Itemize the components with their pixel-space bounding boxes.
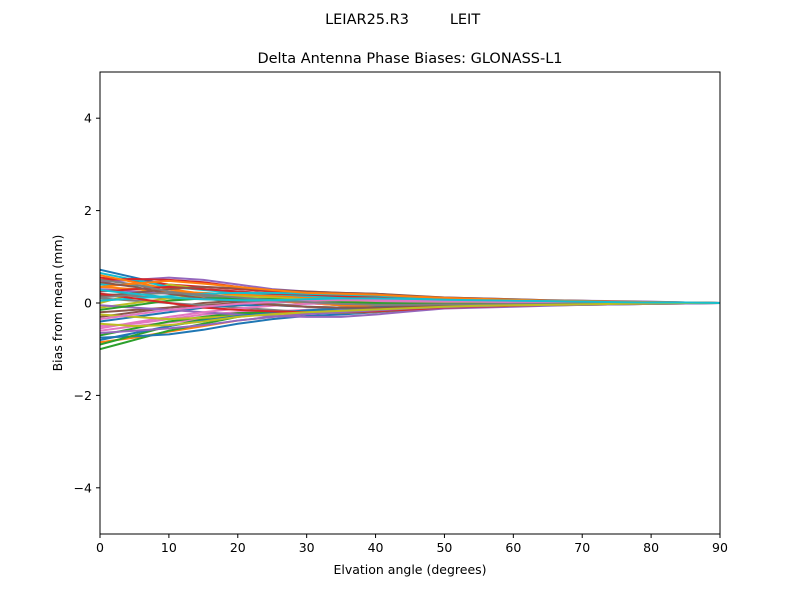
series-group [100,268,720,351]
y-tick-label: 4 [84,111,92,126]
x-tick-label: 70 [574,540,590,555]
y-axis-label: Bias from mean (mm) [50,235,65,372]
x-axis-label: Elvation angle (degrees) [333,562,486,577]
x-tick-label: 0 [96,540,104,555]
y-tick-label: 0 [84,296,92,311]
series-line-40 [100,289,720,304]
y-tick-label: 2 [84,203,92,218]
x-tick-label: 10 [161,540,177,555]
x-tick-label: 40 [368,540,384,555]
x-tick-label: 20 [230,540,246,555]
x-tick-label: 30 [299,540,315,555]
suptitle-right: LEIT [450,12,481,28]
series-line-39 [100,302,720,328]
y-ticks: −4 −2 0 2 4 [74,111,100,495]
x-tick-label: 90 [712,540,728,555]
chart-title: Delta Antenna Phase Biases: GLONASS-L1 [257,51,562,67]
y-tick-label: −4 [74,480,92,495]
suptitle-left: LEIAR25.R3 [325,12,409,28]
x-ticks: 0 10 20 30 40 50 60 70 80 90 [96,534,728,555]
x-tick-label: 60 [505,540,521,555]
x-tick-label: 80 [643,540,659,555]
y-tick-label: −2 [74,388,92,403]
x-tick-label: 50 [436,540,452,555]
